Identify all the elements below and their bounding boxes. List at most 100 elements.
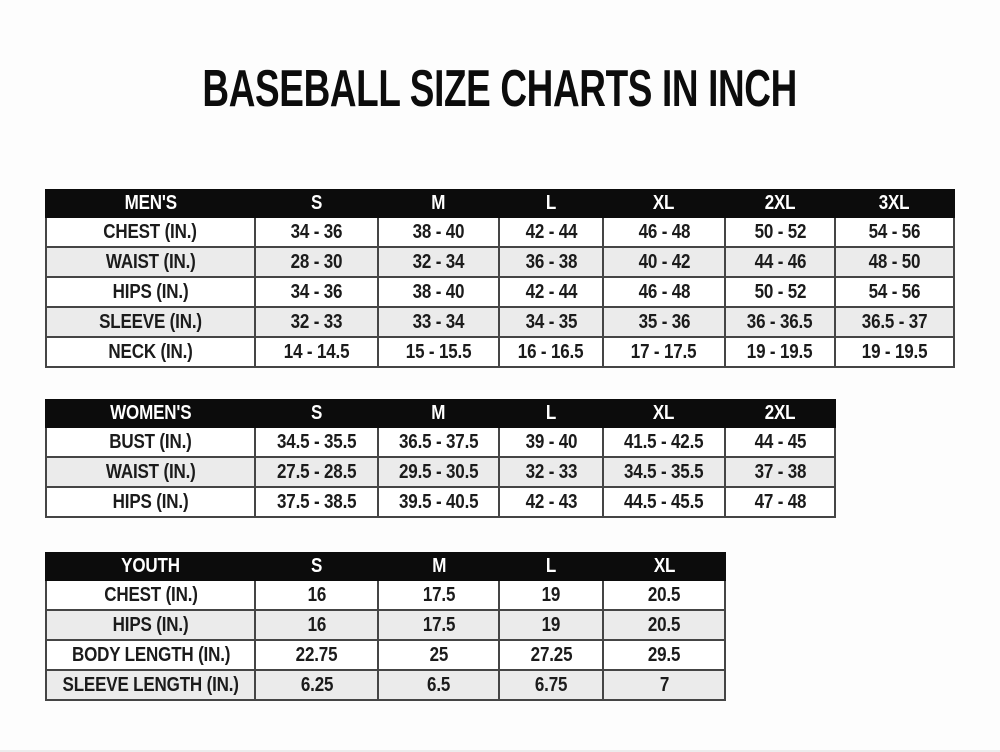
- size-value: 39.5 - 40.5: [398, 490, 479, 513]
- size-value: 29.5 - 30.5: [398, 460, 479, 483]
- size-value: 19: [542, 613, 561, 636]
- size-value-cell: 39 - 40: [498, 426, 604, 458]
- size-value: 33 - 34: [412, 310, 465, 333]
- row-label-cell: CHEST (IN.): [45, 216, 256, 248]
- size-value-cell: 36 - 36.5: [724, 306, 836, 338]
- size-value-cell: 27.5 - 28.5: [254, 456, 379, 488]
- size-value: 19: [542, 583, 561, 606]
- size-value-cell: 15 - 15.5: [377, 336, 500, 368]
- womens-size-table: WOMEN'S S M L XL 2XL BUST (IN.) 34.5 - 35.5 36.5…: [45, 399, 836, 518]
- header-label: M: [431, 402, 446, 424]
- size-value: 27.5 - 28.5: [276, 460, 357, 483]
- size-value: 38 - 40: [412, 220, 465, 243]
- table-title-cell: WOMEN'S: [45, 399, 256, 428]
- size-value: 38 - 40: [412, 280, 465, 303]
- size-value-cell: 44 - 46: [724, 246, 836, 278]
- table-header-row: MEN'S S M L XL 2XL 3XL: [45, 189, 955, 218]
- table-row: WAIST (IN.) 28 - 30 32 - 34 36 - 38 40 - 42 4…: [45, 246, 955, 278]
- row-label-cell: WAIST (IN.): [45, 456, 256, 488]
- size-value: 27.25: [530, 643, 573, 666]
- table-header-row: WOMEN'S S M L XL 2XL: [45, 399, 836, 428]
- row-label: SLEEVE LENGTH (IN.): [62, 673, 239, 696]
- size-value: 42 - 43: [525, 490, 577, 513]
- size-value-cell: 46 - 48: [602, 216, 726, 248]
- page-title-text: BASEBALL SIZE CHARTS IN INCH: [202, 60, 798, 118]
- size-value: 46 - 48: [638, 220, 690, 243]
- header-label: M: [431, 192, 446, 214]
- size-value: 34.5 - 35.5: [276, 430, 357, 453]
- header-label: XL: [653, 402, 675, 424]
- size-value: 37 - 38: [754, 460, 806, 483]
- size-value-cell: 32 - 33: [498, 456, 604, 488]
- table-row: CHEST (IN.) 34 - 36 38 - 40 42 - 44 46 - 48 5…: [45, 216, 955, 248]
- header-label: 3XL: [879, 192, 910, 214]
- column-header-cell: 3XL: [834, 189, 955, 218]
- column-header-cell: L: [498, 399, 604, 428]
- size-value: 19 - 19.5: [747, 340, 813, 363]
- youth-size-table: YOUTH S M L XL CHEST (IN.) 16 17.5 19 20.5 HIPS (I…: [44, 552, 727, 701]
- table-row: WAIST (IN.) 27.5 - 28.5 29.5 - 30.5 32 - 33…: [45, 456, 836, 488]
- header-label: 2XL: [764, 192, 796, 214]
- size-value: 48 - 50: [868, 250, 921, 273]
- row-label: HIPS (IN.): [112, 613, 189, 636]
- size-value: 36.5 - 37: [861, 310, 928, 333]
- size-value-cell: 16 - 16.5: [498, 336, 604, 368]
- header-label: XL: [653, 192, 675, 214]
- size-value-cell: 22.75: [254, 639, 380, 671]
- size-value: 17.5: [422, 613, 456, 636]
- size-value-cell: 37 - 38: [724, 456, 836, 488]
- row-label: CHEST (IN.): [103, 583, 198, 606]
- size-value-cell: 34 - 35: [498, 306, 604, 338]
- size-value: 42 - 44: [525, 280, 577, 303]
- size-value: 19 - 19.5: [861, 340, 928, 363]
- size-value-cell: 6.75: [498, 669, 605, 701]
- size-value: 16: [307, 613, 327, 636]
- size-value-cell: 44 - 45: [724, 426, 836, 458]
- size-value-cell: 40 - 42: [602, 246, 726, 278]
- size-value-cell: 41.5 - 42.5: [602, 426, 726, 458]
- size-value-cell: 33 - 34: [377, 306, 500, 338]
- size-value: 32 - 33: [290, 310, 343, 333]
- size-value: 44 - 45: [754, 430, 806, 453]
- table-row: BUST (IN.) 34.5 - 35.5 36.5 - 37.5 39 - 40 4…: [45, 426, 836, 458]
- size-value: 50 - 52: [754, 280, 806, 303]
- size-value-cell: 35 - 36: [602, 306, 726, 338]
- column-header-cell: M: [377, 399, 500, 428]
- size-value-cell: 32 - 34: [377, 246, 500, 278]
- header-label: XL: [653, 555, 676, 577]
- size-value-cell: 42 - 44: [498, 276, 604, 308]
- size-value: 16 - 16.5: [518, 340, 584, 363]
- size-value-cell: 54 - 56: [834, 216, 955, 248]
- size-value-cell: 44.5 - 45.5: [602, 486, 726, 518]
- size-value-cell: 17.5: [377, 579, 501, 611]
- size-value: 35 - 36: [638, 310, 690, 333]
- column-header-cell: XL: [602, 552, 727, 581]
- row-label-cell: SLEEVE LENGTH (IN.): [44, 669, 257, 701]
- size-value-cell: 42 - 43: [498, 486, 604, 518]
- row-label: WAIST (IN.): [105, 250, 196, 273]
- table-row: HIPS (IN.) 37.5 - 38.5 39.5 - 40.5 42 - 43 4…: [45, 486, 836, 518]
- table-row: BODY LENGTH (IN.) 22.75 25 27.25 29.5: [44, 639, 727, 671]
- row-label-cell: NECK (IN.): [45, 336, 256, 368]
- size-value: 47 - 48: [754, 490, 806, 513]
- size-value: 6.25: [300, 673, 334, 696]
- size-value-cell: 36.5 - 37.5: [377, 426, 500, 458]
- size-value-cell: 47 - 48: [724, 486, 836, 518]
- size-value-cell: 25: [377, 639, 501, 671]
- column-header-cell: XL: [602, 399, 726, 428]
- row-label-cell: BUST (IN.): [45, 426, 256, 458]
- size-value: 42 - 44: [525, 220, 577, 243]
- size-value: 29.5: [648, 643, 681, 666]
- size-value: 20.5: [648, 613, 681, 636]
- column-header-cell: S: [254, 399, 379, 428]
- size-value: 39 - 40: [525, 430, 577, 453]
- size-value: 15 - 15.5: [405, 340, 472, 363]
- size-value-cell: 27.25: [498, 639, 605, 671]
- size-value-cell: 19 - 19.5: [724, 336, 836, 368]
- size-value-cell: 6.5: [377, 669, 501, 701]
- table-row: CHEST (IN.) 16 17.5 19 20.5: [44, 579, 727, 611]
- size-value-cell: 20.5: [602, 579, 727, 611]
- size-value-cell: 38 - 40: [377, 216, 500, 248]
- size-value: 7: [659, 673, 669, 696]
